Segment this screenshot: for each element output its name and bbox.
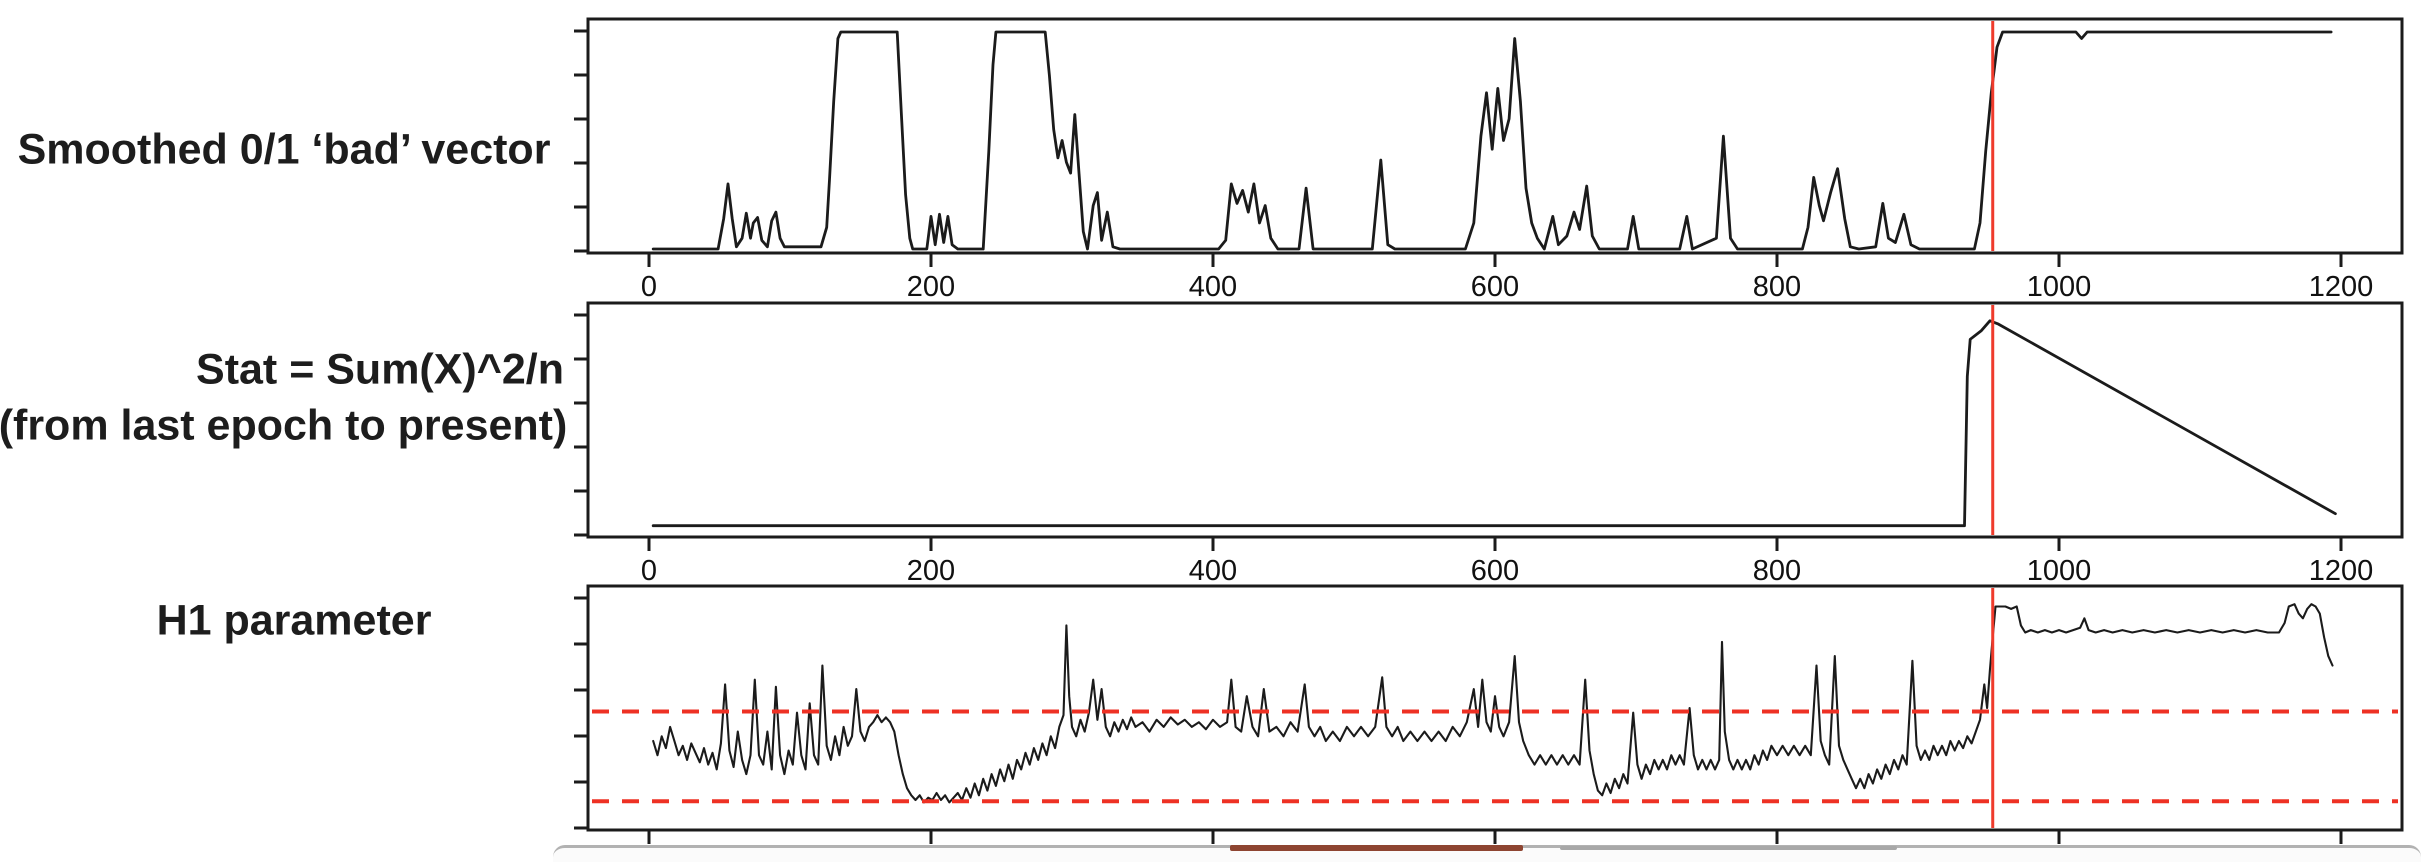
panel2-label-line1: Stat = Sum(X)^2/n <box>196 345 564 394</box>
panel1-x-tick-label: 800 <box>1753 271 1801 303</box>
panel1-x-tick-label: 1000 <box>2027 271 2092 303</box>
panel1-x-tick-label: 400 <box>1189 271 1237 303</box>
panel3-frame <box>586 584 2404 832</box>
panel2-x-tick-label: 600 <box>1471 555 1519 587</box>
panel1-x-tick-label: 0 <box>641 271 657 303</box>
bottom-window-edge-accent-segment <box>1230 845 1523 851</box>
panel1-series-line <box>651 30 2333 251</box>
panel1-frame <box>586 17 2404 255</box>
panel2-x-tick-label: 200 <box>907 555 955 587</box>
panel3-label: H1 parameter <box>156 596 432 645</box>
panel1-x-tick-label: 600 <box>1471 271 1519 303</box>
panel1-x-tick-label: 200 <box>907 271 955 303</box>
panel2-x-tick-label: 1000 <box>2027 555 2092 587</box>
panel3-series-line <box>652 603 2334 804</box>
panel1-x-tick-label: 1200 <box>2309 271 2374 303</box>
panel2: 0 200 400 600 800 1000 1200 <box>574 301 2404 587</box>
panel2-x-tick-label: 400 <box>1189 555 1237 587</box>
bottom-window-edge-grey-segment <box>1560 846 1897 850</box>
panel2-x-tick-label: 1200 <box>2309 555 2374 587</box>
panel2-label-line2: (from last epoch to present) <box>0 401 568 450</box>
panel2-frame <box>586 301 2404 539</box>
panel2-x-tick-label: 0 <box>641 555 657 587</box>
panel2-series-line <box>651 319 2337 528</box>
panel1: 0 200 400 600 800 1000 1200 <box>574 17 2404 303</box>
panel3 <box>574 584 2404 844</box>
panel1-label: Smoothed 0/1 ‘bad’ vector <box>17 125 551 174</box>
panel2-x-tick-label: 800 <box>1753 555 1801 587</box>
